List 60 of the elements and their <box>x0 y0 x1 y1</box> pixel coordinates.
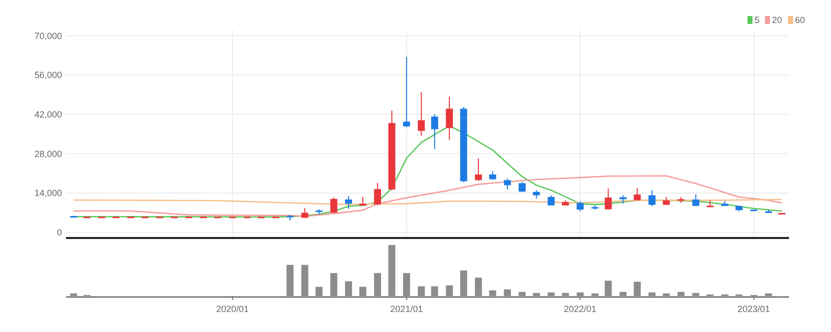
x-tick-label: 2022/01 <box>564 304 596 314</box>
bar <box>374 273 382 296</box>
bar <box>345 281 352 296</box>
x-tick-label: 2020/01 <box>216 304 249 314</box>
bar <box>418 286 425 296</box>
bar <box>446 285 453 296</box>
y-tick-label: 70,000 <box>34 30 62 41</box>
candlestick <box>374 182 382 206</box>
bar <box>576 292 584 296</box>
candlestick <box>634 187 641 201</box>
bar <box>388 245 396 296</box>
bar <box>678 292 685 296</box>
x-tick-label: 2023/01 <box>738 304 770 314</box>
y-tick-label: 42,000 <box>34 109 62 120</box>
bar <box>474 278 482 296</box>
candlestick <box>518 181 526 193</box>
bar <box>692 292 700 296</box>
legend-label: 60 <box>795 15 806 26</box>
bar <box>634 282 641 296</box>
candlestick <box>604 188 612 210</box>
bar <box>604 280 612 296</box>
candlestick <box>431 114 438 150</box>
bar <box>403 273 410 296</box>
candlestick <box>418 92 425 136</box>
x-tick-label: 2021/01 <box>390 304 423 314</box>
legend-label: 5 <box>754 15 760 26</box>
bar <box>518 292 526 296</box>
bar <box>70 293 78 296</box>
bar <box>532 292 540 296</box>
bar <box>765 293 772 296</box>
candlestick <box>330 197 338 214</box>
bar <box>330 273 338 296</box>
bar <box>648 292 656 296</box>
line-series <box>72 175 783 218</box>
bar <box>286 264 294 296</box>
candlestick <box>548 194 555 206</box>
candlestick <box>474 158 482 182</box>
legend-label: 20 <box>772 15 782 26</box>
bar <box>460 270 468 296</box>
candlestick <box>504 178 511 190</box>
candlestick <box>576 200 584 212</box>
bar <box>548 292 555 296</box>
candlestick <box>648 190 656 207</box>
y-tick-label: 0 <box>56 228 62 238</box>
bar <box>504 289 511 296</box>
bar <box>301 264 308 296</box>
y-tick-label: 14,000 <box>34 188 62 198</box>
bar <box>619 292 626 296</box>
candlestick <box>446 96 453 140</box>
candlestick <box>692 194 700 206</box>
bar <box>562 292 569 296</box>
bar <box>316 286 323 296</box>
candlestick <box>345 196 352 210</box>
bar <box>591 293 598 296</box>
y-tick-label: 28,000 <box>34 148 62 159</box>
bar <box>662 293 670 296</box>
bar <box>431 286 438 296</box>
bar <box>489 290 496 296</box>
bar <box>359 286 366 296</box>
y-tick-label: 56,000 <box>34 70 62 80</box>
